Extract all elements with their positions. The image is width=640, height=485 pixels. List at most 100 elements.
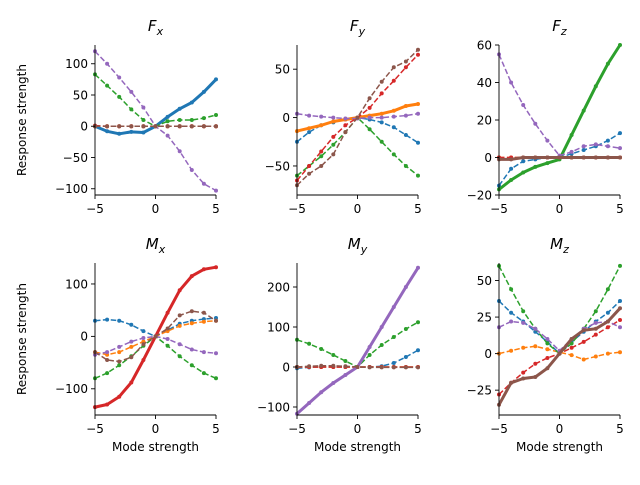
y-tick-label: −50 (265, 159, 290, 173)
data-point (379, 365, 384, 370)
data-point (177, 323, 182, 328)
data-point (618, 155, 622, 160)
data-point (509, 319, 514, 324)
data-point (141, 124, 146, 129)
data-point (105, 124, 110, 129)
data-point (307, 364, 312, 369)
data-point (569, 149, 574, 154)
y-tick-label: −100 (257, 400, 290, 414)
data-point (201, 89, 206, 94)
data-point (214, 124, 218, 129)
data-point (331, 142, 336, 147)
data-point (117, 350, 122, 355)
y-tick-label: 0 (80, 330, 88, 344)
data-point (509, 310, 514, 315)
data-point (177, 354, 182, 359)
y-tick-label: 25 (477, 310, 492, 324)
data-point (509, 178, 514, 182)
subplot-title: Mz (550, 235, 569, 256)
data-point (593, 309, 598, 314)
data-point (379, 111, 384, 116)
data-point (618, 318, 622, 322)
data-point (165, 119, 170, 124)
y-tick-label: 100 (65, 277, 88, 291)
data-point (307, 126, 312, 131)
y-tick-label: −50 (63, 151, 88, 165)
data-point (319, 164, 324, 168)
data-point (189, 347, 194, 352)
data-point (403, 164, 408, 168)
data-point (545, 337, 550, 341)
data-point (509, 157, 514, 162)
data-point (618, 263, 622, 268)
data-point (379, 120, 384, 125)
data-point (593, 354, 598, 359)
data-point (367, 115, 372, 120)
x-axis-label: Mode strength (314, 440, 401, 454)
subplot-title: My (348, 235, 368, 256)
data-point (355, 115, 360, 120)
data-point (214, 318, 218, 323)
x-tick-label: 5 (616, 202, 624, 216)
data-point (391, 365, 396, 370)
data-point (521, 309, 526, 314)
data-point (331, 363, 336, 368)
data-point (129, 129, 134, 134)
data-point (533, 344, 538, 349)
data-point (593, 320, 598, 325)
data-point (331, 353, 336, 357)
x-tick-label: 5 (414, 422, 422, 436)
data-point (105, 61, 110, 66)
data-point (391, 125, 396, 130)
x-axis-label: Mode strength (516, 440, 603, 454)
y-tick-label: 0 (484, 151, 492, 165)
x-tick-label: 0 (354, 202, 362, 216)
data-point (189, 363, 194, 368)
data-point (141, 329, 146, 334)
data-point (618, 306, 622, 311)
data-point (403, 104, 408, 108)
data-point (605, 310, 610, 315)
data-point (521, 159, 526, 164)
y-axis-label: Response strength (15, 283, 29, 395)
data-point (533, 164, 538, 169)
data-point (129, 380, 134, 385)
y-tick-label: 0 (282, 111, 290, 125)
y-tick-label: 100 (267, 320, 290, 334)
series-line-5 (498, 54, 621, 157)
data-point (307, 130, 312, 135)
data-point (331, 381, 336, 385)
data-point (618, 43, 622, 47)
data-point (117, 131, 122, 136)
data-point (605, 319, 610, 324)
data-point (593, 326, 598, 331)
data-point (331, 119, 336, 124)
data-point (355, 365, 360, 369)
y-tick-label: 100 (65, 57, 88, 71)
data-point (416, 47, 420, 52)
data-point (201, 116, 206, 121)
data-point (343, 373, 348, 377)
data-point (593, 84, 598, 89)
data-point (416, 365, 420, 370)
series-line-3 (94, 335, 217, 379)
series-line-3 (94, 73, 217, 128)
x-tick-label: −5 (288, 422, 306, 436)
x-tick-label: −5 (288, 202, 306, 216)
data-point (557, 155, 562, 160)
data-point (117, 124, 122, 129)
data-point (141, 105, 146, 110)
data-point (545, 347, 550, 352)
data-point (214, 351, 218, 356)
data-point (165, 124, 170, 129)
data-point (117, 344, 122, 349)
series-line-1 (296, 116, 419, 144)
subplot-fz: −5 0 5 −20 0 20 40 60 Fz (467, 17, 624, 216)
data-point (581, 357, 586, 362)
data-point (319, 390, 324, 395)
data-point (416, 111, 420, 116)
data-point (521, 376, 526, 381)
data-point (343, 130, 348, 135)
